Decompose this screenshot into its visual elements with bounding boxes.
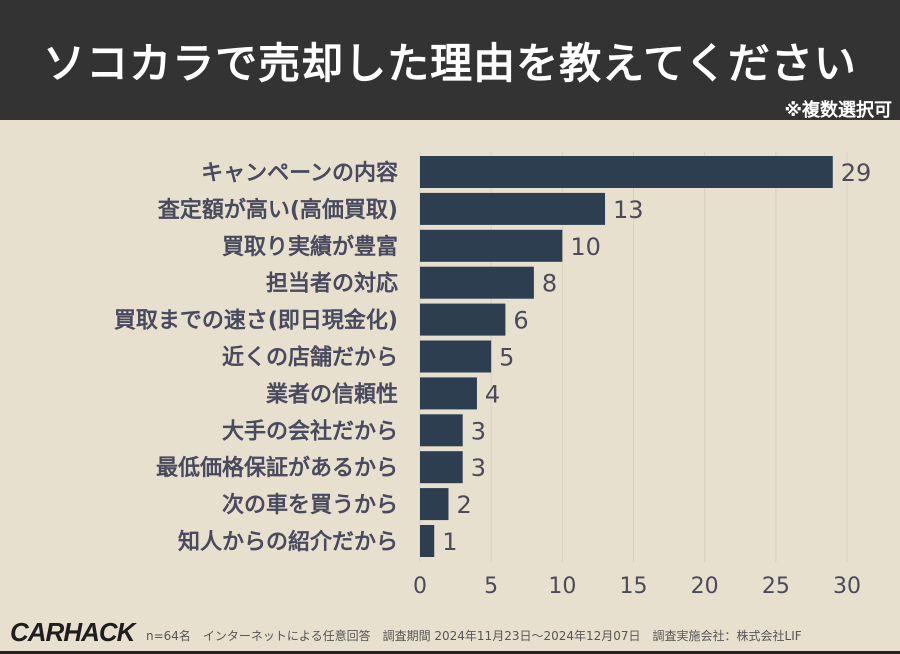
- footer: CARHACK n=64名 インターネットによる任意回答 調査期間 2024年1…: [0, 615, 900, 654]
- bar: [420, 377, 477, 410]
- category-label: 大手の会社だから: [222, 418, 398, 444]
- multiple-choice-note: ※複数選択可: [784, 100, 893, 121]
- value-label: 5: [499, 344, 514, 372]
- bar: [420, 340, 492, 373]
- category-label: 査定額が高い(高価買取): [158, 197, 398, 223]
- value-label: 29: [841, 159, 872, 187]
- x-tick-label: 30: [833, 574, 861, 599]
- chart-title: ソコカラで売却した理由を教えてください: [43, 39, 857, 88]
- header-banner: ソコカラで売却した理由を教えてください ※複数選択可: [0, 0, 900, 121]
- x-tick-label: 5: [484, 574, 498, 599]
- category-label: 知人からの紹介だから: [178, 529, 398, 555]
- x-tick-label: 10: [548, 574, 576, 599]
- value-label: 1: [442, 528, 457, 556]
- bar: [420, 525, 435, 557]
- value-label: 2: [456, 491, 471, 519]
- category-label: 担当者の対応: [266, 271, 398, 297]
- bar: [420, 156, 833, 188]
- value-label: 4: [485, 380, 500, 408]
- category-label: 近くの店舗だから: [222, 345, 398, 371]
- bar: [420, 451, 463, 484]
- value-label: 10: [570, 233, 601, 261]
- x-tick-label: 20: [691, 574, 719, 599]
- x-tick-label: 15: [620, 574, 648, 599]
- category-label: 買取までの速さ(即日現金化): [114, 308, 398, 334]
- bar: [420, 488, 449, 521]
- value-label: 6: [513, 307, 528, 335]
- carhack-logo: CARHACK: [10, 617, 135, 647]
- bar: [420, 229, 563, 262]
- x-tick-label: 0: [413, 574, 427, 599]
- value-label: 3: [471, 454, 486, 482]
- bar: [420, 266, 534, 299]
- bar: [420, 414, 463, 447]
- category-label: 業者の信頼性: [266, 381, 398, 407]
- category-label: 次の車を買うから: [222, 492, 398, 518]
- value-label: 3: [471, 417, 486, 445]
- category-label: 買取り実績が豊富: [222, 234, 398, 260]
- category-label: キャンペーンの内容: [201, 160, 398, 186]
- category-label: 最低価格保証があるから: [156, 455, 398, 481]
- value-label: 13: [613, 196, 644, 224]
- value-label: 8: [542, 270, 557, 298]
- x-tick-label: 25: [762, 574, 790, 599]
- survey-source: n=64名 インターネットによる任意回答 調査期間 2024年11月23日〜20…: [146, 629, 802, 643]
- bar: [420, 192, 606, 225]
- bar: [420, 303, 506, 336]
